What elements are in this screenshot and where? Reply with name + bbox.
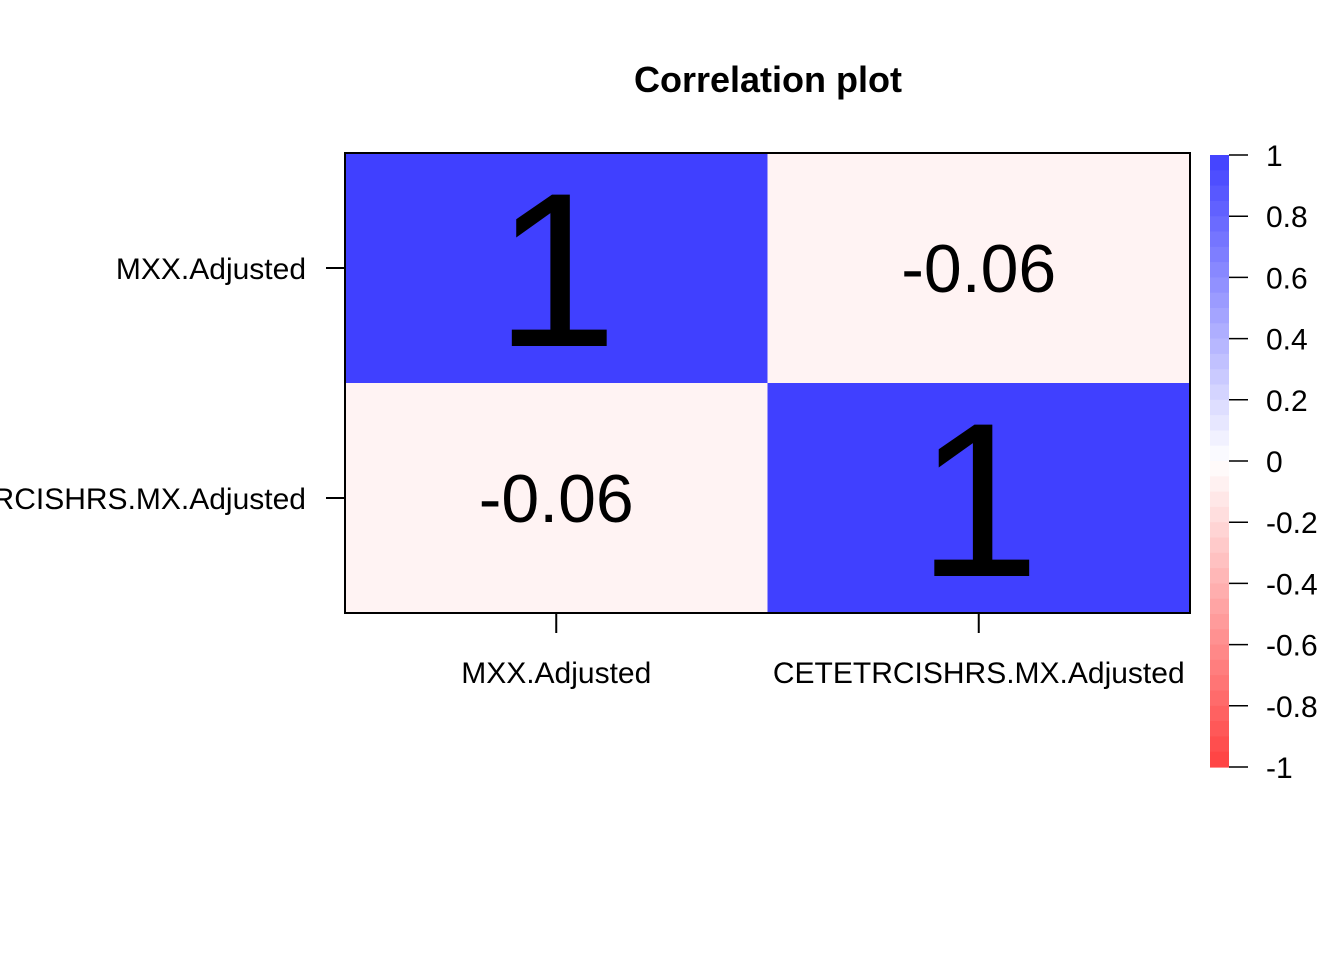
colorbar-segment bbox=[1210, 751, 1229, 768]
colorbar-tick-label: 0.2 bbox=[1266, 385, 1308, 418]
colorbar-segment bbox=[1210, 721, 1229, 737]
colorbar-segment bbox=[1210, 399, 1229, 416]
heatmap-cell bbox=[767, 383, 1191, 614]
colorbar-segment bbox=[1210, 445, 1229, 462]
colorbar-segment bbox=[1210, 629, 1229, 646]
plot-border bbox=[344, 152, 1191, 614]
colorbar-tick-label: 0 bbox=[1266, 446, 1283, 479]
colorbar-segment bbox=[1210, 644, 1229, 661]
colorbar-segment bbox=[1210, 583, 1229, 600]
colorbar-segment bbox=[1210, 292, 1229, 309]
colorbar-segment bbox=[1210, 552, 1229, 569]
column-labels: MXX.Adjusted CETETRCISHRS.MX.Adjusted bbox=[461, 613, 1185, 690]
colorbar-segment bbox=[1210, 308, 1229, 324]
y-tick-label: MXX.Adjusted bbox=[116, 253, 306, 286]
colorbar-tick-label: 0.8 bbox=[1266, 201, 1308, 234]
colorbar-segment bbox=[1210, 369, 1229, 386]
colorbar-segment bbox=[1210, 262, 1229, 278]
heatmap-cell bbox=[345, 153, 768, 384]
colorbar-segment bbox=[1210, 537, 1229, 554]
row-labels: MXX.Adjusted CETETRCISHRS.MX.Adjusted bbox=[0, 253, 345, 516]
colorbar-segment bbox=[1210, 690, 1229, 707]
colorbar-segment bbox=[1210, 598, 1229, 615]
colorbar-segment bbox=[1210, 384, 1229, 401]
chart-title: Correlation plot bbox=[634, 59, 902, 100]
colorbar-tick-label: -0.4 bbox=[1266, 568, 1318, 601]
heatmap-cell bbox=[767, 153, 1191, 384]
colorbar-segment bbox=[1210, 491, 1229, 508]
colorbar-segment bbox=[1210, 659, 1229, 676]
colorbar-segment bbox=[1210, 522, 1229, 539]
colorbar-segment bbox=[1210, 430, 1229, 447]
colorbar-segment bbox=[1210, 277, 1229, 294]
colorbar-segment bbox=[1210, 170, 1229, 187]
colorbar-segment bbox=[1210, 415, 1229, 431]
colorbar-segment bbox=[1210, 476, 1229, 493]
cell-value-label: 1 bbox=[918, 377, 1040, 623]
colorbar-segment bbox=[1210, 353, 1229, 370]
colorbar-segment bbox=[1210, 736, 1229, 753]
color-legend: 1 0.8 0.6 0.4 0.2 0 -0.2 -0.4 -0.6 -0.8 -1 bbox=[1210, 140, 1318, 785]
cell-value-label: -0.06 bbox=[479, 461, 634, 537]
colorbar-segment bbox=[1210, 568, 1229, 584]
y-tick-label: CETETRCISHRS.MX.Adjusted bbox=[0, 483, 306, 516]
colorbar-segment bbox=[1210, 200, 1229, 217]
colorbar-tick-label: 0.6 bbox=[1266, 262, 1308, 295]
colorbar-tick-label: -0.6 bbox=[1266, 630, 1318, 663]
colorbar-segment bbox=[1210, 246, 1229, 263]
colorbar-segment bbox=[1210, 506, 1229, 523]
colorbar-segment bbox=[1210, 185, 1229, 202]
colorbar-segment bbox=[1210, 675, 1229, 692]
colorbar-segment bbox=[1210, 216, 1229, 233]
colorbar-segment bbox=[1210, 323, 1229, 340]
colorbar-tick-label: -1 bbox=[1266, 752, 1293, 785]
heatmap-cells: 1 -0.06 -0.06 1 bbox=[344, 147, 1191, 623]
colorbar-segment bbox=[1210, 155, 1229, 171]
colorbar-segment bbox=[1210, 614, 1229, 630]
heatmap-cell bbox=[345, 383, 768, 614]
x-tick-label: CETETRCISHRS.MX.Adjusted bbox=[773, 657, 1185, 690]
colorbar-segment bbox=[1210, 705, 1229, 722]
colorbar-segment bbox=[1210, 338, 1229, 355]
colorbar-segment bbox=[1210, 231, 1229, 248]
colorbar-tick-label: 1 bbox=[1266, 140, 1283, 173]
colorbar-tick-label: -0.8 bbox=[1266, 691, 1318, 724]
x-tick-label: MXX.Adjusted bbox=[461, 657, 651, 690]
cell-value-label: 1 bbox=[495, 147, 617, 393]
colorbar-tick-label: 0.4 bbox=[1266, 324, 1308, 357]
colorbar-tick-label: -0.2 bbox=[1266, 507, 1318, 540]
colorbar-segment bbox=[1210, 461, 1229, 477]
cell-value-label: -0.06 bbox=[901, 231, 1056, 307]
